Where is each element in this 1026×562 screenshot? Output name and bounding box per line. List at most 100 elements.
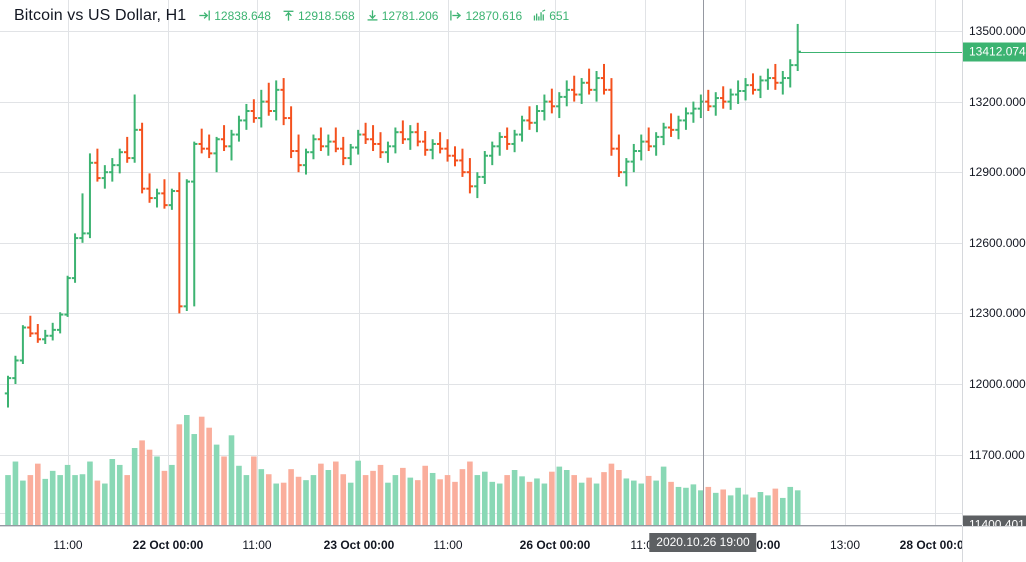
volume-bar [504, 475, 510, 525]
volume-bar [638, 483, 645, 525]
volume-bar [109, 459, 116, 525]
volume-bar [139, 440, 145, 525]
volume-bar [534, 478, 540, 525]
volume-bar [683, 487, 689, 525]
gridline-horizontal [0, 102, 962, 103]
crosshair-time-badge: 2020.10.26 19:00 [649, 533, 757, 552]
volume-bar [772, 488, 779, 525]
volume-bar [780, 497, 786, 525]
time-axis[interactable]: 11:00 22 Oct 00:00 11:00 23 Oct 00:00 11:00 2… [0, 526, 970, 562]
time-tick-label: 13:00 [829, 538, 861, 552]
volume-bar [571, 475, 577, 525]
gridline-vertical [935, 0, 936, 525]
volume-bar [176, 424, 183, 525]
volume-bar [712, 492, 719, 525]
gridline-vertical [745, 0, 746, 525]
ohlc-series [4, 23, 801, 525]
volume-bar [400, 467, 406, 525]
volume-bar [251, 456, 257, 525]
price-tick-label: 12300.000 [969, 306, 1026, 320]
volume-bar [116, 464, 123, 525]
volume-bar [228, 435, 235, 525]
volume-bar [280, 482, 287, 525]
volume-bar [288, 469, 294, 525]
volume-bar [414, 480, 421, 525]
volume-bar [146, 449, 153, 525]
volume-bar [660, 466, 667, 525]
volume-bar [213, 444, 220, 525]
volume-bar [444, 475, 451, 525]
volume-bar [42, 478, 49, 525]
volume-bar [340, 474, 347, 525]
volume-bar [601, 472, 607, 525]
volume-bar [541, 483, 548, 525]
volume-bar [318, 463, 324, 525]
volume-bar [355, 460, 361, 525]
price-tick-label: 12600.000 [969, 236, 1026, 250]
volume-bar [608, 463, 615, 525]
price-tick-label: 12000.000 [969, 377, 1026, 391]
volume-bar [705, 486, 712, 525]
volume-bar [727, 495, 734, 525]
volume-bar [64, 464, 71, 525]
price-tick-label: 13500.000 [969, 24, 1026, 38]
volume-bar [295, 476, 302, 525]
chart-plot-area[interactable] [0, 0, 962, 526]
gridline-horizontal [0, 243, 962, 244]
volume-bar [586, 477, 592, 525]
volume-bar [258, 469, 265, 525]
volume-bar [385, 482, 391, 525]
volume-bar [459, 469, 466, 525]
volume-bar [161, 470, 168, 525]
volume-bar [35, 463, 41, 525]
crosshair-horizontal [0, 525, 962, 526]
gridline-vertical [168, 0, 169, 525]
last-price-badge: 13412.074 [963, 42, 1026, 62]
volume-bar [124, 475, 130, 525]
volume-bar [742, 494, 749, 525]
axis-corner [962, 526, 1026, 562]
volume-bar [794, 490, 801, 525]
volume-bar [631, 480, 637, 525]
time-tick-label: 28 Oct 00:00 [899, 538, 971, 552]
time-tick-label: 11:00 [242, 538, 272, 552]
volume-bar [72, 475, 78, 525]
time-tick-label: 11:00 [433, 538, 463, 552]
volume-bar [20, 480, 26, 525]
volume-bar [690, 484, 697, 525]
volume-bar [482, 471, 488, 525]
volume-bar [191, 434, 198, 525]
volume-bar [474, 475, 481, 525]
volume-bar [750, 497, 756, 525]
crosshair-vertical [703, 0, 704, 525]
volume-bar [407, 477, 414, 525]
gridline-vertical [448, 0, 449, 525]
volume-bar [198, 416, 205, 525]
volume-bar [169, 464, 175, 525]
volume-bar [102, 483, 108, 525]
time-tick-label: 11:00 [53, 538, 83, 552]
volume-bar [310, 475, 317, 525]
volume-pane-divider [0, 513, 962, 514]
volume-bar [675, 486, 682, 525]
gridline-vertical [645, 0, 646, 525]
volume-bar [5, 475, 11, 525]
volume-bar [221, 456, 227, 525]
volume-bar [429, 472, 436, 525]
volume-bar [645, 475, 652, 525]
volume-bar [236, 465, 242, 525]
gridline-vertical [257, 0, 258, 525]
volume-bar [422, 465, 428, 525]
time-tick-label: 26 Oct 00:00 [519, 538, 591, 552]
volume-bar [154, 456, 160, 525]
volume-bar [27, 475, 34, 525]
gridline-vertical [68, 0, 69, 525]
volume-bar [131, 448, 138, 525]
last-price-line [797, 52, 962, 53]
gridline-horizontal [0, 384, 962, 385]
volume-bar [273, 483, 279, 525]
price-axis[interactable]: 13500.000 13200.000 12900.000 12600.000 1230… [962, 0, 1026, 535]
volume-bar [184, 415, 190, 525]
volume-bar [668, 481, 674, 525]
volume-bar [57, 475, 63, 525]
